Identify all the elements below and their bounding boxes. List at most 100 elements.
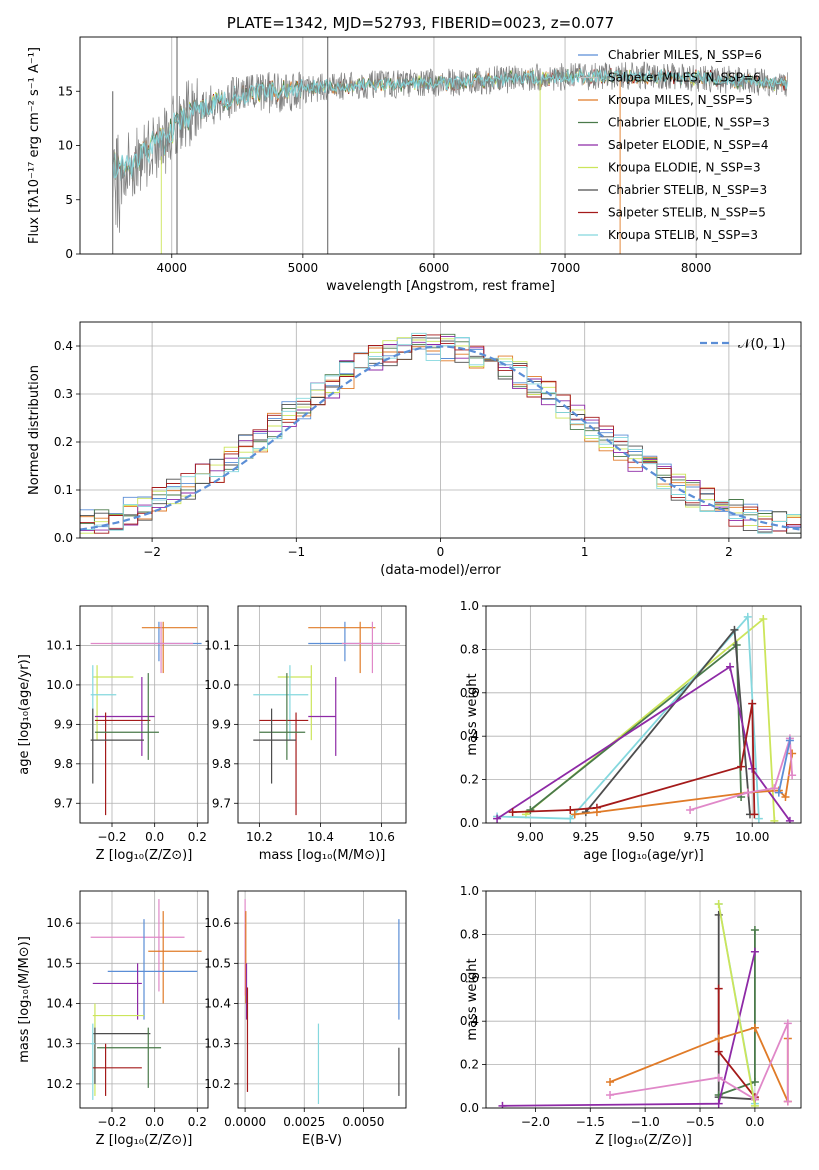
- x-tick-label: 2: [725, 545, 733, 559]
- legend-label-chabrier_stelib: Chabrier STELIB, N_SSP=3: [608, 183, 767, 197]
- plot-area: [112, 37, 789, 254]
- y-tick-label: 10.4: [46, 997, 73, 1011]
- x-tick-label: 0.0000: [224, 1115, 266, 1129]
- y-tick-label: 10: [58, 139, 73, 153]
- x-tick-label: −0.5: [685, 1115, 714, 1129]
- x-tick-label: 7000: [550, 261, 581, 275]
- weight-marker-pink: [743, 788, 752, 797]
- x-axis-label: Z [log₁₀(Z/Z⊙)]: [595, 1133, 692, 1148]
- x-tick-label: −1.5: [576, 1115, 605, 1129]
- x-tick-label: 10.00: [735, 830, 769, 844]
- weight-marker-kroupa_stelib: [743, 612, 752, 621]
- legend-label-chabrier_miles: Chabrier MILES, N_SSP=6: [608, 48, 762, 62]
- panel-weight_vs_age: 9.00 9.25 9.50 9.75 10.00 0.0 0.2 0.4 0.6 0.8 1.0 a…: [460, 599, 802, 863]
- weight-marker-salpeter_stelib: [714, 1047, 723, 1056]
- weight-marker-kroupa_elodie: [770, 816, 779, 823]
- y-tick-label: 10.1: [46, 638, 73, 652]
- y-tick-label: 10.3: [204, 1037, 231, 1051]
- x-tick-label: 9.75: [683, 830, 710, 844]
- weight-marker-pink: [783, 1097, 792, 1106]
- x-axis-label: wavelength [Angstrom, rest frame]: [326, 279, 555, 294]
- x-axis-label: age [log₁₀(age/yr)]: [583, 848, 704, 863]
- x-tick-label: −2.0: [521, 1115, 550, 1129]
- axes-frame: [79, 890, 209, 1109]
- weight-marker-kroupa_elodie: [714, 900, 723, 909]
- y-tick-label: 0: [65, 247, 73, 261]
- weight-marker-kroupa_elodie: [750, 1101, 759, 1108]
- y-tick-label: 10.2: [204, 1077, 231, 1091]
- y-axis-label: mass [log₁₀(M/M⊙)]: [17, 936, 32, 1063]
- x-axis-label: Z [log₁₀(Z/Z⊙)]: [96, 1133, 193, 1148]
- panel-spectrum: 4000 5000 6000 7000 8000 0 5 10 15 wavelength [An…: [27, 14, 802, 294]
- weight-marker-pink: [606, 1090, 615, 1099]
- y-tick-label: 9.9: [212, 717, 231, 731]
- plot-area: [498, 900, 792, 1108]
- x-axis-label: (data-model)/error: [380, 563, 501, 578]
- weight-marker-kroupa_miles: [750, 1023, 759, 1032]
- y-tick-label: 9.8: [212, 757, 231, 771]
- y-tick-label: 0.2: [460, 773, 479, 787]
- legend-label-salpeter_elodie: Salpeter ELODIE, N_SSP=4: [608, 138, 769, 152]
- weight-marker-salpeter_elodie: [785, 816, 794, 823]
- weight-line-chabrier_miles: [777, 740, 791, 793]
- weight-marker-salpeter_elodie: [493, 814, 502, 823]
- y-tick-label: 10.5: [204, 956, 231, 970]
- weight-line-salpeter_elodie: [496, 665, 791, 822]
- x-tick-label: 1: [581, 545, 589, 559]
- axes-frame: [79, 321, 802, 539]
- x-tick-label: 9.25: [572, 830, 599, 844]
- weight-marker-salpeter_elodie: [714, 1099, 723, 1108]
- weight-marker-kroupa_miles: [592, 808, 601, 817]
- y-tick-label: 0.1: [54, 483, 73, 497]
- y-tick-label: 10.4: [204, 997, 231, 1011]
- weight-marker-salpeter_stelib: [714, 984, 723, 993]
- histogram-kroupa_stelib: [80, 332, 801, 534]
- weight-marker-kroupa_miles: [606, 1077, 615, 1086]
- axes-frame: [485, 605, 802, 824]
- x-tick-label: 10.4: [307, 830, 334, 844]
- y-tick-label: 10.5: [46, 956, 73, 970]
- plot-area: [493, 612, 797, 823]
- y-tick-label: 10.0: [204, 678, 231, 692]
- x-tick-label: 10.2: [246, 830, 273, 844]
- y-tick-label: 0.0: [54, 531, 73, 545]
- weight-marker-chabrier_stelib: [730, 625, 739, 634]
- y-tick-label: 0.0: [460, 816, 479, 830]
- axes-frame: [237, 605, 407, 824]
- y-tick-label: 0.4: [54, 339, 73, 353]
- axes-frame: [485, 890, 802, 1109]
- y-axis-label: mass weight: [465, 673, 480, 755]
- legend-label-chabrier_elodie: Chabrier ELODIE, N_SSP=3: [608, 116, 770, 130]
- x-tick-label: 10.6: [368, 830, 395, 844]
- weight-marker-salpeter_elodie: [750, 947, 759, 956]
- x-tick-label: 0.2: [188, 830, 207, 844]
- panel-residuals: −2 −1 0 1 2 0.0 0.1 0.2 0.3 0.4 (data-model)/error…: [27, 321, 802, 578]
- x-tick-label: 6000: [419, 261, 450, 275]
- x-tick-label: 8000: [681, 261, 712, 275]
- weight-marker-salpeter_stelib: [748, 699, 757, 708]
- y-tick-label: 9.7: [54, 796, 73, 810]
- weight-marker-salpeter_stelib: [750, 810, 759, 819]
- panel-weight_vs_Z: −2.0 −1.5 −1.0 −0.5 0.0 0.0 0.2 0.4 0.6 0.8 1.0 Z […: [460, 884, 802, 1148]
- chart-title: PLATE=1342, MJD=52793, FIBERID=0023, z=0…: [227, 14, 614, 32]
- y-tick-label: 5: [65, 193, 73, 207]
- x-tick-label: 0.2: [188, 1115, 207, 1129]
- x-axis-label: mass [log₁₀(M/M⊙)]: [259, 848, 386, 863]
- y-tick-label: 10.0: [46, 678, 73, 692]
- weight-marker-kroupa_miles: [570, 810, 579, 819]
- weight-line-salpeter_elodie: [502, 951, 756, 1107]
- weight-marker-pink: [783, 1019, 792, 1028]
- weight-marker-chabrier_miles: [785, 736, 794, 745]
- y-axis-label: mass weight: [465, 958, 480, 1040]
- panel-mass_vs_EBV: 0.0000 0.0025 0.0050 10.2 10.3 10.4 10.5 10.6 E(…: [204, 890, 407, 1148]
- weight-marker-kroupa_stelib: [566, 814, 575, 823]
- axes-frame: [79, 605, 209, 824]
- y-tick-label: 0.8: [460, 642, 479, 656]
- weight-marker-chabrier_elodie: [526, 805, 535, 814]
- y-axis-label: Normed distribution: [27, 365, 42, 495]
- axes-frame: [237, 890, 407, 1109]
- legend-label-kroupa_stelib: Kroupa STELIB, N_SSP=3: [608, 228, 758, 242]
- weight-line-kroupa_elodie: [717, 903, 756, 1106]
- x-tick-label: −1.0: [631, 1115, 660, 1129]
- x-tick-label: 9.00: [517, 830, 544, 844]
